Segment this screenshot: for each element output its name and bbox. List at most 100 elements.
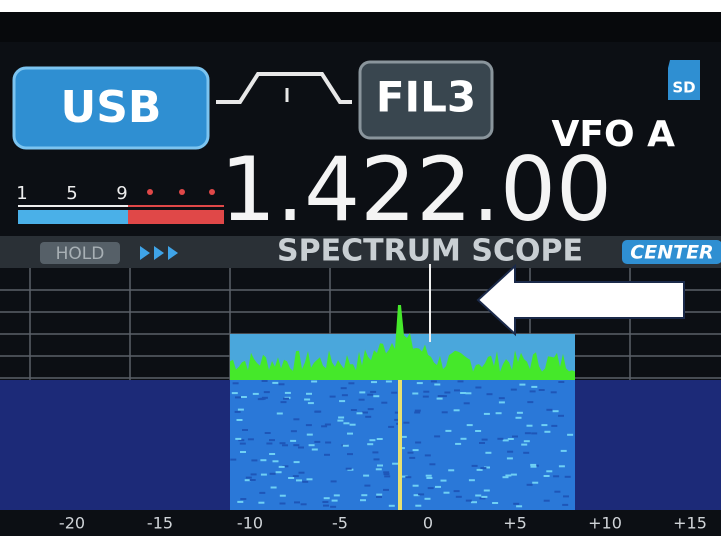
waterfall-speck (455, 442, 462, 445)
waterfall-speck (329, 395, 336, 398)
waterfall-speck (359, 391, 366, 394)
waterfall-speck (484, 466, 490, 469)
waterfall-speck (242, 429, 248, 431)
waterfall-speck (527, 401, 534, 404)
waterfall-speck (283, 397, 289, 400)
waterfall-speck (237, 408, 244, 411)
waterfall-speck (345, 467, 352, 470)
meter-dot (179, 189, 185, 195)
waterfall-speck (282, 444, 288, 447)
waterfall-speck (331, 499, 338, 502)
waterfall-speck (524, 432, 531, 435)
waterfall-speck (523, 440, 530, 443)
waterfall-speck (311, 380, 318, 383)
waterfall-speck (560, 449, 567, 452)
waterfall-speck (324, 423, 331, 426)
waterfall-speck (358, 398, 365, 401)
waterfall-speck (543, 475, 550, 477)
waterfall-speck (376, 493, 383, 496)
waterfall-speck (407, 451, 414, 454)
scope-title: SPECTRUM SCOPE (277, 234, 583, 269)
filter-shape-icon (216, 72, 352, 104)
waterfall-speck (231, 392, 238, 395)
waterfall-speck (516, 505, 523, 508)
waterfall-speck (512, 435, 518, 438)
vfo-label: VFO A (552, 114, 676, 155)
sd-icon (668, 60, 700, 100)
mode-button[interactable] (12, 66, 210, 150)
waterfall-speck (269, 472, 276, 475)
waterfall-speck (306, 433, 313, 436)
sd-label: SD (672, 79, 695, 97)
waterfall-speck (282, 465, 289, 468)
waterfall-speck (453, 490, 460, 493)
meter-label: 5 (66, 183, 77, 204)
waterfall-speck (543, 499, 550, 502)
waterfall-speck (234, 410, 241, 413)
waterfall-speck (441, 411, 448, 414)
meter-plus-marks (147, 189, 215, 195)
waterfall-speck (269, 439, 275, 442)
waterfall-speck (403, 421, 410, 424)
waterfall-speck (427, 487, 434, 490)
waterfall-speck (466, 424, 473, 427)
waterfall-speck (337, 419, 344, 422)
meter-dot (147, 189, 153, 195)
waterfall-speck (257, 398, 264, 401)
waterfall-speck (245, 476, 252, 479)
filter-label: FIL3 (376, 73, 476, 122)
waterfall-speck (300, 503, 307, 506)
filter-button[interactable] (358, 60, 494, 140)
waterfall-speck (342, 444, 349, 447)
waterfall-speck (261, 380, 268, 382)
waterfall-speck (369, 439, 376, 442)
waterfall-speck (330, 480, 337, 483)
waterfall-speck (476, 468, 483, 471)
waterfall-speck (260, 459, 267, 462)
waterfall-speck (280, 401, 287, 404)
waterfall-speck (348, 382, 355, 385)
waterfall-speck (475, 386, 482, 389)
waterfall-speck (230, 458, 237, 461)
waterfall-speck (377, 464, 383, 467)
waterfall-speck (558, 381, 565, 383)
waterfall-speck (530, 465, 537, 468)
meter-bar (18, 210, 128, 224)
waterfall-speck (443, 491, 450, 494)
waterfall-speck (356, 412, 363, 415)
waterfall-speck (290, 439, 297, 442)
waterfall-speck (515, 416, 522, 419)
waterfall-speck (373, 458, 380, 461)
waterfall-speck (235, 437, 242, 440)
waterfall-speck (544, 430, 551, 433)
waterfall-speck (284, 391, 291, 394)
waterfall-speck (333, 494, 340, 497)
waterfall-speck (367, 408, 374, 411)
frequency-axis: -20 -15 -10 -5 0 +5 +10 +15 (59, 514, 707, 533)
waterfall-speck (305, 424, 312, 427)
waterfall-speck (486, 393, 493, 396)
waterfall-speck (240, 396, 247, 398)
waterfall-speck (338, 416, 345, 419)
waterfall-speck (424, 497, 431, 500)
waterfall-speck (373, 395, 380, 398)
waterfall-speck (529, 390, 536, 393)
waterfall-speck (367, 393, 374, 396)
waterfall-speck (252, 392, 259, 395)
waterfall-speck (430, 380, 437, 383)
waterfall-speck (519, 383, 526, 386)
waterfall-speck (414, 409, 421, 412)
center-button[interactable] (622, 240, 721, 264)
waterfall-speck (279, 502, 286, 505)
waterfall-speck (562, 503, 569, 506)
waterfall-speck (475, 430, 482, 432)
waterfall-speck (272, 381, 279, 384)
axis-label: +10 (588, 514, 622, 533)
meter-bar-red (128, 210, 224, 224)
waterfall-speck (497, 437, 504, 440)
hold-button[interactable] (40, 242, 120, 264)
waterfall-speck (269, 453, 276, 455)
waterfall-speck (531, 385, 538, 388)
